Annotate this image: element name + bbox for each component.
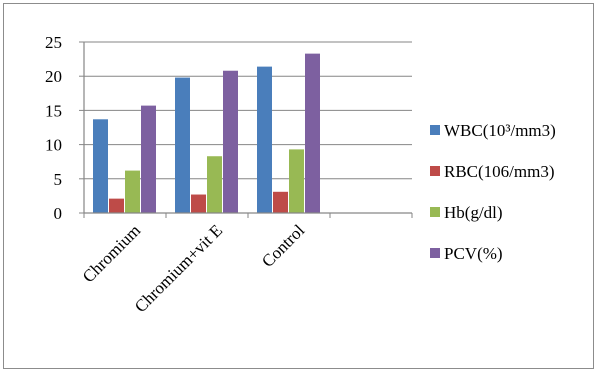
bar — [93, 119, 108, 213]
bar — [125, 170, 140, 213]
bar — [175, 77, 190, 214]
x-tick-label: Chromium+vit E — [131, 221, 226, 316]
y-tick-label: 5 — [54, 170, 63, 189]
gridlines — [84, 41, 412, 180]
x-tick-label: Chromium — [79, 221, 145, 287]
legend-label: PCV(%) — [444, 244, 503, 263]
legend-label: Hb(g/dl) — [444, 203, 503, 222]
bars — [93, 53, 320, 214]
bar — [257, 66, 272, 214]
legend-label: RBC(106/mm3) — [444, 162, 555, 181]
y-axis-ticks: 0 5 10 15 20 25 — [45, 33, 413, 223]
legend-swatch — [430, 125, 440, 135]
legend-swatch — [430, 207, 440, 217]
bar — [191, 194, 206, 213]
x-tick-label: Control — [258, 221, 308, 271]
bar — [223, 70, 238, 213]
bar — [273, 191, 288, 213]
y-tick-label: 0 — [54, 204, 63, 223]
legend-swatch — [430, 248, 440, 258]
y-tick-label: 10 — [45, 136, 62, 155]
y-tick-label: 15 — [45, 101, 62, 120]
y-tick-label: 20 — [45, 67, 62, 86]
bar — [289, 149, 304, 213]
legend: WBC(10³/mm3) RBC(106/mm3) Hb(g/dl) PCV(%) — [430, 121, 556, 263]
y-tick-label: 25 — [45, 33, 62, 52]
legend-label: WBC(10³/mm3) — [444, 121, 556, 140]
bar — [109, 198, 124, 213]
legend-swatch — [430, 166, 440, 176]
bar — [141, 105, 156, 213]
bar — [207, 156, 222, 213]
bar — [305, 53, 320, 214]
